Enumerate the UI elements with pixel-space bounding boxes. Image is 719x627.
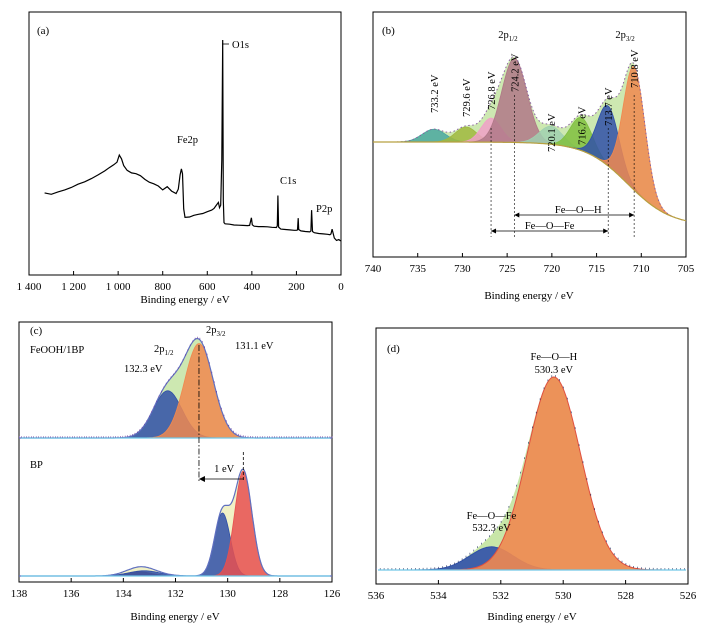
- x-tick-label: 720: [544, 263, 561, 275]
- bp-envelope-fill: [19, 469, 332, 576]
- panel-b-x-ticks: 740 735 730 725 720 715 710 705: [365, 253, 695, 275]
- arrow-head: [491, 228, 497, 234]
- x-tick-label: 528: [617, 590, 634, 602]
- peak-label-2: C1s: [280, 176, 296, 187]
- peak-energy-label: 729.6 eV: [462, 78, 473, 117]
- peak-energy-label: 716.7 eV: [577, 106, 588, 145]
- fe-2p-1-2-label: 2p1/2: [498, 30, 518, 43]
- x-tick-label: 130: [219, 588, 236, 600]
- panel-a-xlabel: Binding energy / eV: [140, 294, 229, 306]
- legend-bp: BP: [30, 460, 43, 471]
- x-tick-label: 526: [680, 590, 697, 602]
- fe-o-h-label: Fe—O—H: [555, 205, 602, 216]
- peak-131-1-label: 131.1 eV: [235, 341, 274, 352]
- shift-label: 1 eV: [214, 464, 235, 475]
- x-tick-label: 1 200: [61, 281, 86, 293]
- x-tick-label: 730: [454, 263, 471, 275]
- bp-fit-line: [19, 468, 332, 577]
- panel-a-x-ticks: 1 400 1 200 1 000 800 600 400 200 0: [17, 271, 344, 293]
- feooh-bp-envelope-fill: [19, 338, 332, 438]
- panel-b-plot: 733.2 eV 729.6 eV 726.8 eV 724.2 eV 720.1 eV…: [373, 30, 687, 237]
- panel-d-frame: [375, 327, 689, 585]
- peak-energy-label: 724.2 eV: [510, 53, 521, 92]
- x-tick-label: 0: [338, 281, 344, 293]
- peak-132-3-label: 132.3 eV: [124, 364, 163, 375]
- peak-label-3: P2p: [316, 204, 332, 215]
- fe-o-fe-label: Fe—O—Fe: [525, 221, 575, 232]
- o1s-component-peak-1: [443, 376, 665, 571]
- p-2p-1-2-label: 2p1/2: [154, 344, 174, 357]
- o1s-peak-energy-label: 530.3 eV: [535, 365, 574, 376]
- panel-c-x-ticks: 138 136 134 132 130 128 126: [11, 578, 341, 600]
- x-tick-label: 1 000: [106, 281, 131, 293]
- panel-c-xlabel: Binding energy / eV: [130, 611, 219, 623]
- x-tick-label: 715: [588, 263, 605, 275]
- panel-d-xlabel: Binding energy / eV: [487, 611, 576, 623]
- peak-energy-label: 713.7 eV: [604, 87, 615, 126]
- panel-c-plot: 2p3/2 2p1/2 131.1 eV 132.3 eV 1 eV: [19, 325, 333, 577]
- shift-arrow-head: [198, 476, 205, 482]
- panel-a-label: (a): [37, 25, 50, 37]
- fe2p-raw-data-dots: [373, 56, 687, 222]
- arrow-head: [629, 212, 635, 218]
- x-tick-label: 725: [499, 263, 516, 275]
- x-tick-label: 800: [154, 281, 171, 293]
- panel-b-label: (b): [382, 25, 395, 37]
- background-line: [373, 141, 687, 222]
- panel-c-label: (c): [30, 325, 43, 337]
- o1s-peak-energy-label: 532.3 eV: [472, 523, 511, 534]
- panel-a-annotations: O1s Fe2p C1s P2p: [177, 40, 332, 215]
- x-tick-label: 705: [678, 263, 695, 275]
- x-tick-label: 530: [555, 590, 572, 602]
- survey-spectrum-line: [44, 39, 341, 242]
- peak-label-0: O1s: [232, 40, 249, 51]
- peak-energy-label: 720.1 eV: [547, 113, 558, 152]
- peak-label-1: Fe2p: [177, 135, 198, 146]
- panel-b: (b) 740 735 730 725 720 715 710 705 733.2 eV 729…: [365, 11, 695, 302]
- feooh-bp-raw-data-dots: [19, 336, 333, 438]
- peak-energy-label: 710.8 eV: [630, 49, 641, 88]
- x-tick-label: 134: [115, 588, 132, 600]
- panel-a: (a) 1 400 1 200 1 000 800 600 400 200 0 Binding…: [17, 11, 344, 306]
- x-tick-label: 200: [288, 281, 305, 293]
- peak-energy-label: 726.8 eV: [487, 71, 498, 110]
- x-tick-label: 1 400: [17, 281, 42, 293]
- legend-feooh-1bp: FeOOH/1BP: [30, 345, 84, 356]
- panel-c-frame: [18, 321, 333, 583]
- x-tick-label: 710: [633, 263, 650, 275]
- o1s-peak-species-label: Fe—O—Fe: [467, 511, 517, 522]
- x-tick-label: 132: [167, 588, 184, 600]
- panel-a-frame: [28, 11, 342, 276]
- x-tick-label: 532: [493, 590, 510, 602]
- x-tick-label: 536: [368, 590, 385, 602]
- o1s-peak-species-label: Fe—O—H: [531, 352, 578, 363]
- o1s-raw-data-dots: [376, 375, 689, 570]
- x-tick-label: 735: [409, 263, 426, 275]
- panel-d-label: (d): [387, 343, 400, 355]
- x-tick-label: 600: [199, 281, 216, 293]
- fe-2p-3-2-label: 2p3/2: [615, 30, 635, 43]
- x-tick-label: 138: [11, 588, 28, 600]
- x-tick-label: 136: [63, 588, 80, 600]
- panel-b-xlabel: Binding energy / eV: [484, 290, 573, 302]
- x-tick-label: 128: [272, 588, 289, 600]
- p-2p-3-2-label: 2p3/2: [206, 325, 226, 338]
- arrow-head: [603, 228, 609, 234]
- x-tick-label: 534: [430, 590, 447, 602]
- arrow-head: [514, 212, 520, 218]
- x-tick-label: 400: [244, 281, 261, 293]
- panel-d-x-ticks: 536 534 532 530 528 526: [368, 580, 697, 602]
- x-tick-label: 126: [324, 588, 341, 600]
- peak-energy-label: 733.2 eV: [430, 74, 441, 113]
- panel-c: (c) 138 136 134 132 130 128 126 2p3/2 2p1/2 131.…: [11, 321, 341, 623]
- x-tick-label: 740: [365, 263, 382, 275]
- panel-b-frame: [372, 11, 687, 258]
